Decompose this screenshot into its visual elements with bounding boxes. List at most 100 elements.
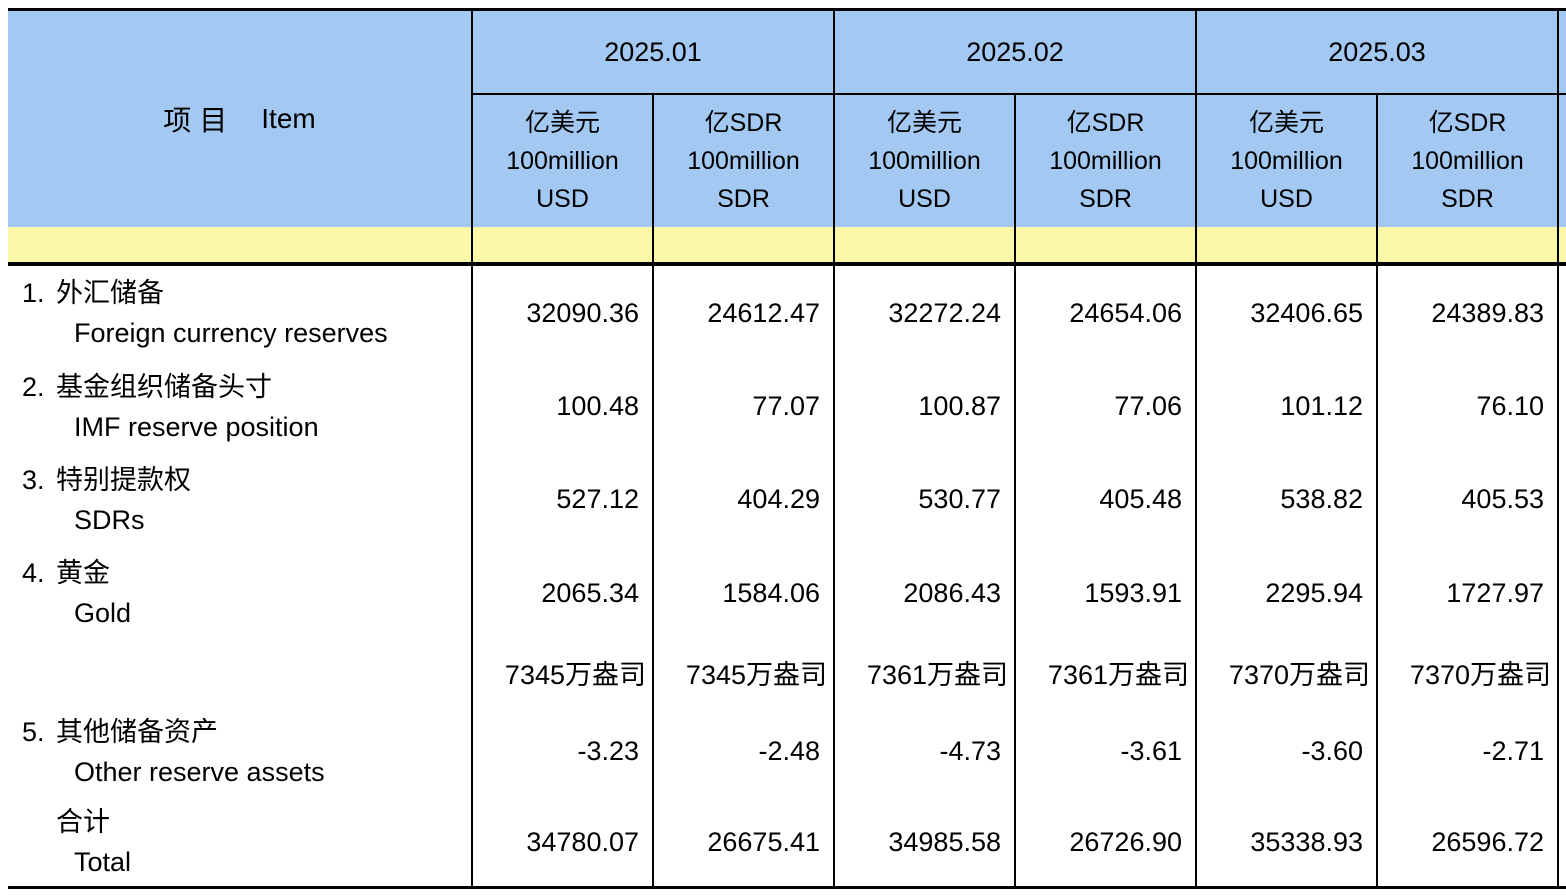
value-cell: -3.61: [1016, 705, 1197, 798]
clipped-next-data-cell: [1559, 266, 1566, 886]
unit-subheader: 亿SDR 100million SDR: [1016, 95, 1197, 227]
cell-value: 2086.43: [903, 577, 1001, 608]
row-label-line1: 5. 其他储备资产: [22, 712, 471, 752]
value-cell: -3.60: [1197, 705, 1378, 798]
yellow-band-cell: [1559, 227, 1566, 266]
cell-value: 26675.41: [707, 826, 820, 857]
row-label: 3. 特别提款权 SDRs: [8, 453, 473, 546]
unit-line: 亿美元: [524, 109, 600, 137]
cell-value: 77.07: [752, 391, 820, 421]
unit-line: 亿美元: [1248, 109, 1324, 137]
cell-value: 24612.47: [707, 297, 820, 328]
row-label-cn: 特别提款权: [56, 464, 191, 495]
row-label-en: Foreign currency reserves: [74, 318, 388, 348]
cell-value: 538.82: [1280, 484, 1363, 514]
cell-value: 530.77: [918, 484, 1001, 514]
cell-value: 77.06: [1114, 391, 1182, 421]
value-cell: -2.48: [654, 705, 835, 798]
yellow-band-cell: [8, 227, 473, 266]
value-cell: -2.71: [1378, 705, 1559, 798]
cell-value: 101.12: [1280, 391, 1363, 421]
month-label: 2025.03: [1328, 36, 1426, 67]
cell-value: 32406.65: [1250, 297, 1363, 328]
value-cell: 32272.24: [835, 266, 1016, 360]
unit-line: SDR: [1079, 185, 1132, 213]
unit-line: 100million: [687, 147, 800, 175]
value-cell: 100.48: [473, 360, 654, 453]
cell-value: 26726.90: [1069, 826, 1182, 857]
value-cell: 24389.83: [1378, 266, 1559, 360]
value-cell: 405.53: [1378, 453, 1559, 546]
row-number: 2.: [22, 371, 45, 402]
cell-value: 2295.94: [1265, 577, 1363, 608]
row-label: 5. 其他储备资产 Other reserve assets: [8, 705, 473, 798]
row-label-en: SDRs: [74, 504, 145, 535]
cell-value: 1727.97: [1446, 577, 1544, 608]
row-number: [22, 802, 56, 842]
row-number: 5.: [22, 716, 45, 747]
row-label-line1: 1. 外汇储备: [22, 273, 471, 313]
month-header: 2025.03: [1197, 11, 1559, 95]
unit-line: 100million: [1049, 147, 1162, 175]
cell-value: 405.53: [1461, 484, 1544, 514]
cell-value: 7361万盎司: [1047, 660, 1189, 690]
cell-value: 100.87: [918, 391, 1001, 421]
row-label: 2. 基金组织储备头寸 IMF reserve position: [8, 360, 473, 453]
row-label: [8, 640, 473, 705]
gold-ounces-cell: 7370万盎司: [1378, 640, 1559, 705]
row-label-cn: 基金组织储备头寸: [56, 371, 272, 402]
unit-line: USD: [1260, 185, 1313, 213]
unit-line: SDR: [1441, 185, 1494, 213]
unit-line: 100million: [1230, 147, 1343, 175]
value-cell: 530.77: [835, 453, 1016, 546]
value-cell: 100.87: [835, 360, 1016, 453]
month-label: 2025.02: [966, 36, 1064, 67]
cell-value: 1584.06: [722, 577, 820, 608]
gold-ounces-cell: 7345万盎司: [654, 640, 835, 705]
cell-value: 76.10: [1476, 391, 1544, 421]
unit-subheader: 亿美元 100million USD: [473, 95, 654, 227]
value-cell: 538.82: [1197, 453, 1378, 546]
value-cell: 77.07: [654, 360, 835, 453]
cell-value: -3.60: [1301, 736, 1363, 766]
month-header: 2025.01: [473, 11, 835, 95]
row-number: 4.: [22, 558, 45, 588]
value-cell: 2295.94: [1197, 546, 1378, 640]
value-cell: 1584.06: [654, 546, 835, 640]
cell-value: 2065.34: [541, 577, 639, 608]
unit-line: 100million: [868, 147, 981, 175]
value-cell: 32406.65: [1197, 266, 1378, 360]
row-label: 1. 外汇储备 Foreign currency reserves: [8, 266, 473, 360]
cell-value: 26596.72: [1431, 826, 1544, 857]
cell-value: -3.61: [1120, 736, 1182, 766]
value-cell: 405.48: [1016, 453, 1197, 546]
cell-value: 1593.91: [1084, 577, 1182, 608]
row-label-en: IMF reserve position: [74, 411, 319, 442]
row-number: 1.: [22, 278, 45, 308]
row-label-line1: 3. 特别提款权: [22, 460, 471, 500]
value-cell: 24612.47: [654, 266, 835, 360]
value-cell: -3.23: [473, 705, 654, 798]
cell-value: -4.73: [939, 736, 1001, 766]
clipped-next-month-cell: [1559, 11, 1566, 95]
row-number: 3.: [22, 464, 45, 495]
value-cell: 1727.97: [1378, 546, 1559, 640]
month-header: 2025.02: [835, 11, 1197, 95]
cell-value: 34985.58: [888, 826, 1001, 857]
cell-value: 100.48: [556, 391, 639, 421]
gold-ounces-cell: 7361万盎司: [835, 640, 1016, 705]
value-cell: 1593.91: [1016, 546, 1197, 640]
yellow-band-cell: [835, 227, 1016, 266]
cell-value: 24654.06: [1069, 297, 1182, 328]
row-label-cn: 合计: [56, 807, 110, 837]
cell-value: 7370万盎司: [1228, 660, 1370, 690]
value-cell: 35338.93: [1197, 798, 1378, 886]
unit-line: USD: [536, 185, 589, 213]
cell-value: 7345万盎司: [685, 660, 827, 690]
value-cell: 77.06: [1016, 360, 1197, 453]
row-label: 4. 黄金 Gold: [8, 546, 473, 640]
row-label-total: 合计 Total: [8, 798, 473, 886]
unit-subheader: 亿美元 100million USD: [835, 95, 1016, 227]
row-label-cn: 外汇储备: [56, 278, 164, 308]
cell-value: 24389.83: [1431, 297, 1544, 328]
